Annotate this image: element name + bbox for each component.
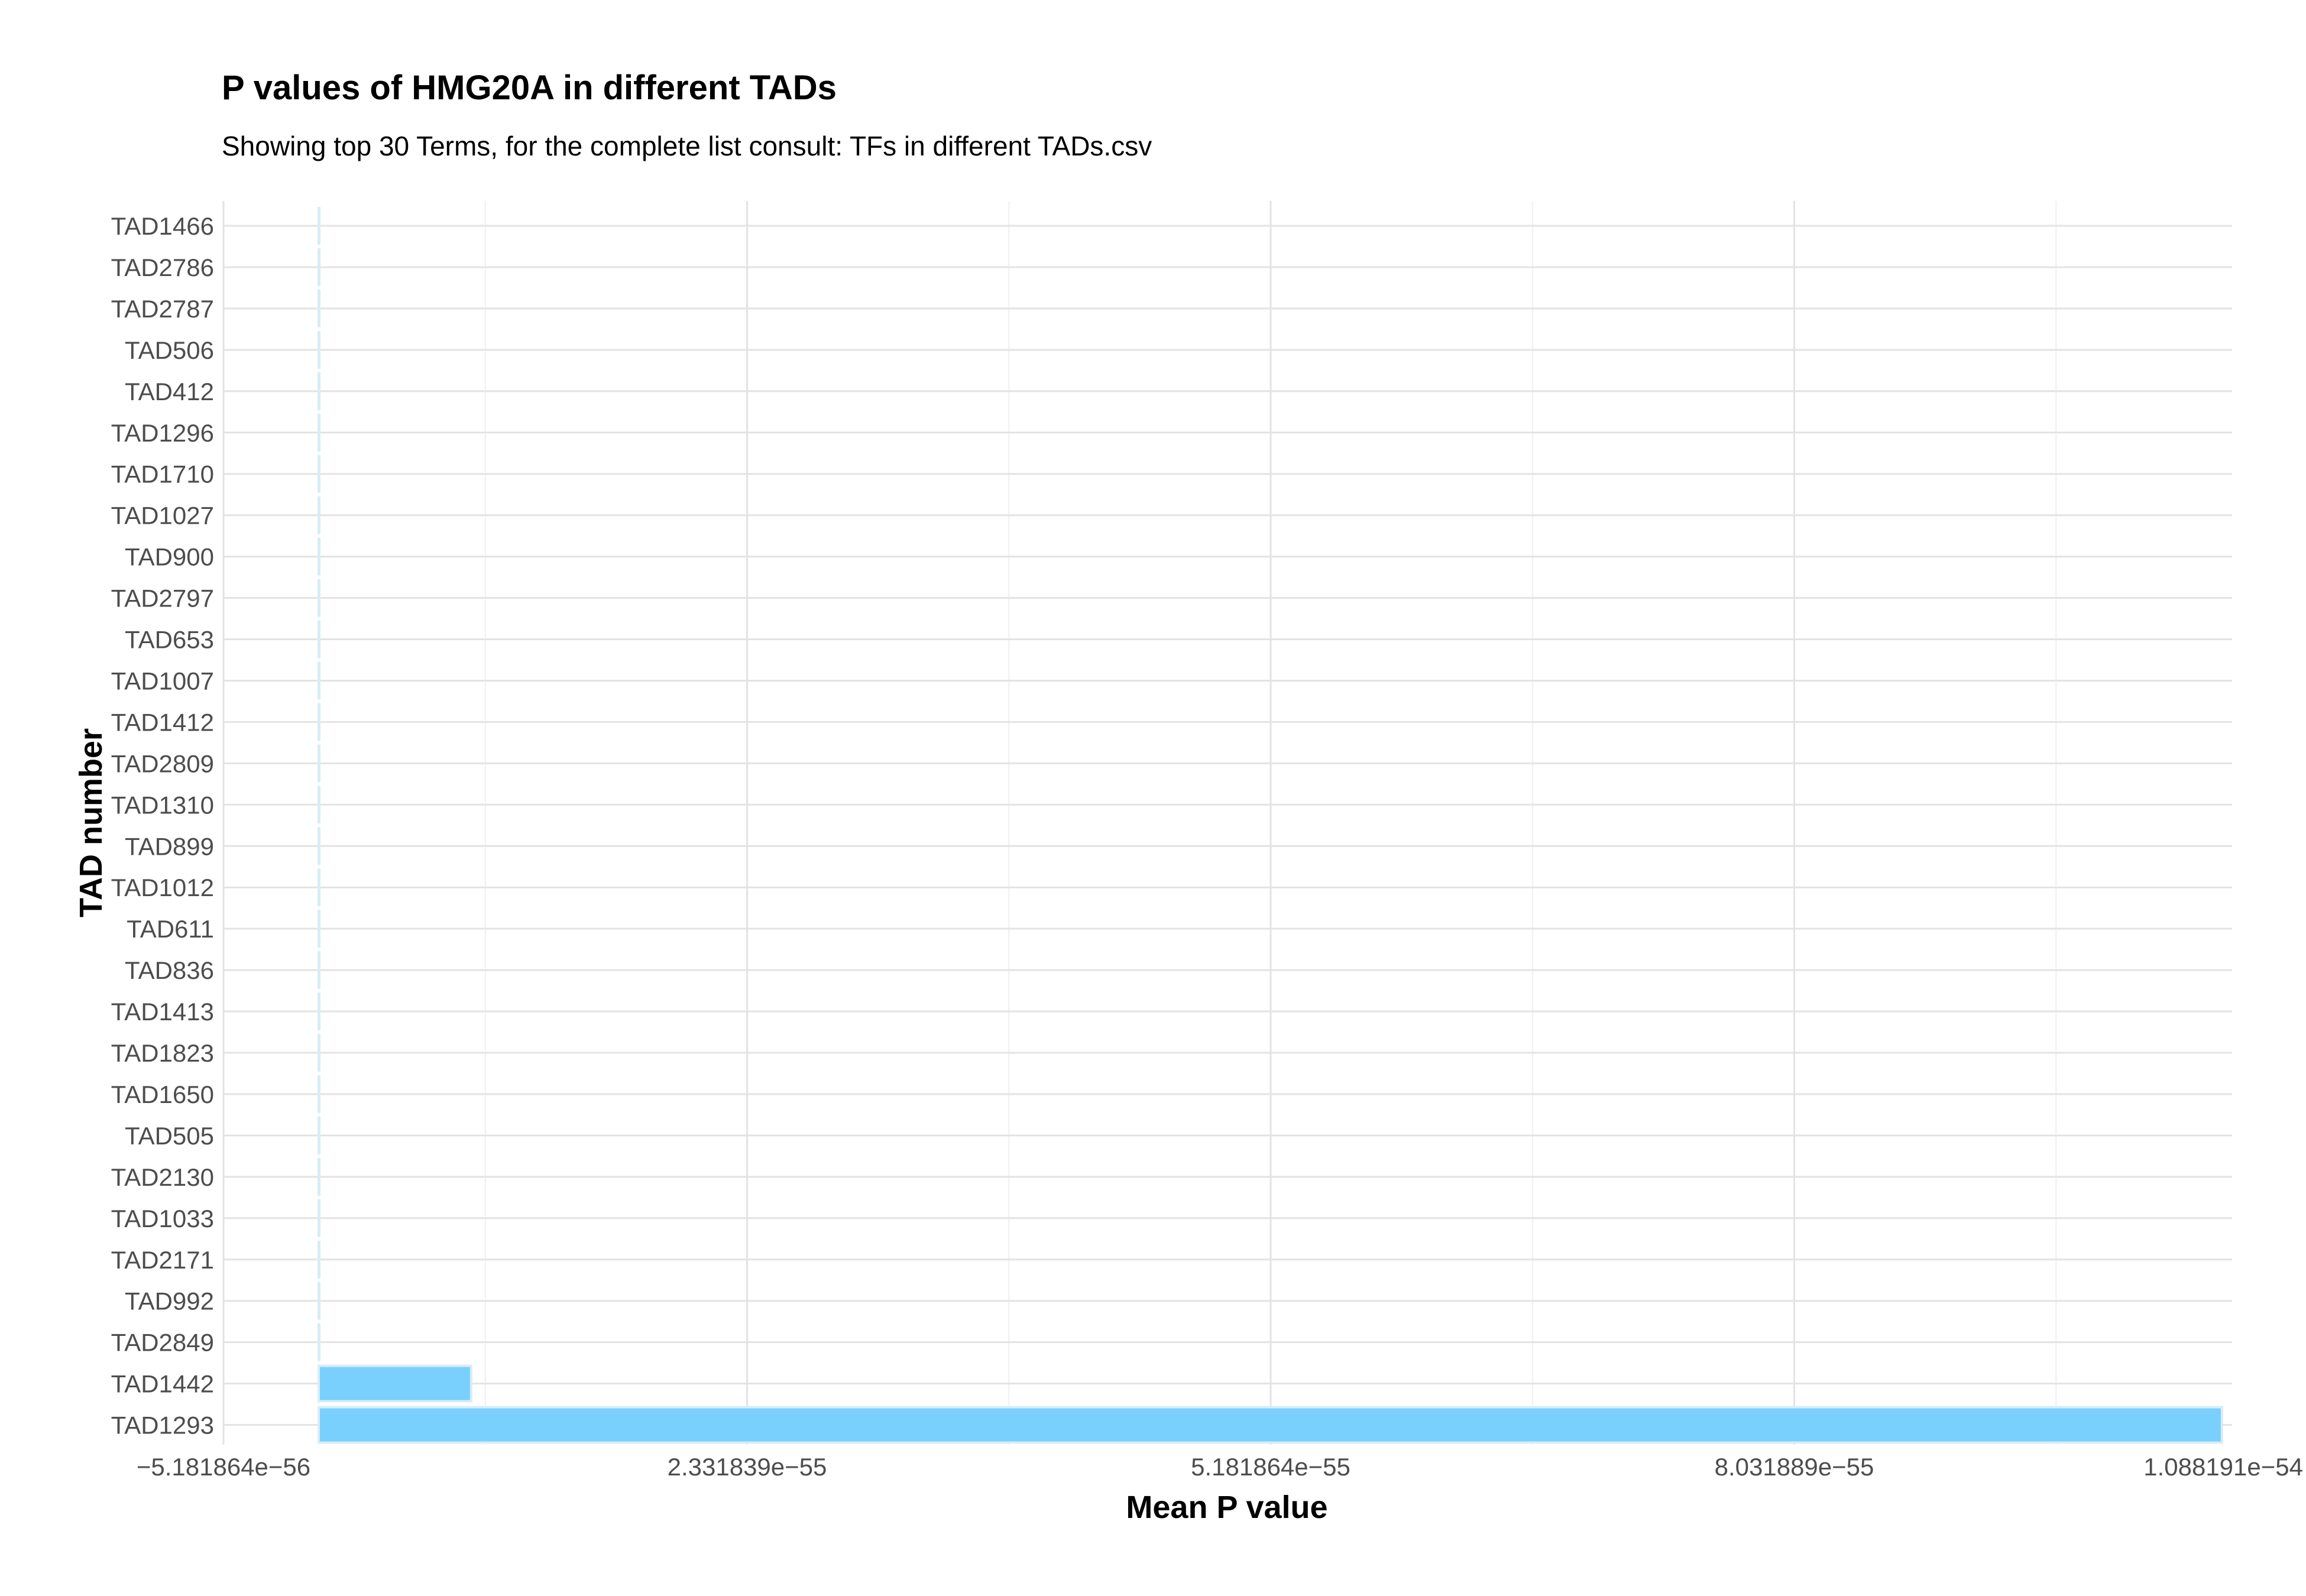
chart-title: P values of HMG20A in different TADs — [222, 69, 837, 107]
y-tick-label: TAD1823 — [111, 1039, 214, 1067]
y-tick-label: TAD900 — [125, 543, 214, 571]
x-tick-labels: −5.181864e−56 2.331839e−55 5.181864e−55 8.0… — [137, 1453, 2303, 1481]
y-tick-label: TAD2787 — [111, 295, 214, 323]
y-tick-label: TAD1012 — [111, 874, 214, 901]
y-tick-label: TAD2171 — [111, 1246, 214, 1274]
y-tick-label: TAD1033 — [111, 1205, 214, 1232]
y-tick-label: TAD992 — [125, 1287, 214, 1315]
y-tick-label: TAD836 — [125, 956, 214, 984]
x-tick-label: 8.031889e−55 — [1715, 1453, 1874, 1481]
y-tick-label: TAD1310 — [111, 791, 214, 819]
y-tick-label: TAD1442 — [111, 1370, 214, 1398]
y-tick-label: TAD653 — [125, 626, 214, 654]
y-tick-label: TAD899 — [125, 832, 214, 860]
y-axis-title: TAD number — [73, 728, 109, 917]
y-tick-label: TAD1007 — [111, 667, 214, 695]
x-tick-label: −5.181864e−56 — [137, 1453, 310, 1481]
x-tick-label: 2.331839e−55 — [668, 1453, 827, 1481]
y-tick-label: TAD2130 — [111, 1163, 214, 1191]
y-tick-label: TAD1296 — [111, 419, 214, 447]
y-tick-label: TAD1466 — [111, 212, 214, 240]
y-tick-label: TAD412 — [125, 378, 214, 406]
chart-subtitle: Showing top 30 Terms, for the complete l… — [222, 131, 1152, 161]
y-tick-label: TAD1412 — [111, 708, 214, 736]
y-tick-label: TAD505 — [125, 1122, 214, 1150]
x-tick-label: 5.181864e−55 — [1191, 1453, 1350, 1481]
bar-TAD1442 — [318, 1364, 472, 1403]
y-tick-label: TAD2849 — [111, 1329, 214, 1357]
y-tick-label: TAD2786 — [111, 254, 214, 281]
bars — [318, 207, 2223, 1444]
y-tick-label: TAD1710 — [111, 460, 214, 488]
y-tick-label: TAD1293 — [111, 1412, 214, 1439]
y-tick-label: TAD1650 — [111, 1081, 214, 1108]
y-tick-label: TAD611 — [127, 915, 214, 943]
x-tick-label: 1.088191e−54 — [2143, 1453, 2303, 1481]
y-tick-label: TAD1413 — [111, 998, 214, 1026]
y-tick-labels: TAD1466 TAD2786 TAD2787 TAD506 TAD412 TAD1296… — [111, 212, 214, 1439]
y-tick-label: TAD2809 — [111, 750, 214, 777]
grid-lines — [222, 201, 2232, 1445]
bar-TAD1293 — [318, 1406, 2223, 1444]
y-tick-label: TAD1027 — [111, 502, 214, 530]
x-axis-title: Mean P value — [1126, 1490, 1327, 1525]
y-tick-label: TAD506 — [125, 336, 214, 364]
y-tick-label: TAD2797 — [111, 585, 214, 612]
